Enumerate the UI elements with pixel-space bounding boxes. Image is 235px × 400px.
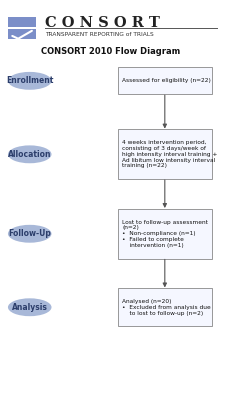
FancyBboxPatch shape — [118, 288, 212, 326]
Text: 4 weeks intervention period,
consisting of 3 days/week of
high intensity interva: 4 weeks intervention period, consisting … — [122, 140, 218, 168]
Text: Analysis: Analysis — [12, 303, 48, 312]
Text: Analysed (n=20)
•  Excluded from analysis due
    to lost to follow-up (n=2): Analysed (n=20) • Excluded from analysis… — [122, 299, 211, 316]
FancyBboxPatch shape — [8, 29, 36, 39]
Text: Lost to follow-up assessment
(n=2)
•  Non-compliance (n=1)
•  Failed to complete: Lost to follow-up assessment (n=2) • Non… — [122, 220, 208, 248]
Ellipse shape — [8, 145, 51, 163]
Text: Assessed for eligibility (n=22): Assessed for eligibility (n=22) — [122, 78, 211, 83]
FancyBboxPatch shape — [118, 67, 212, 94]
Text: Allocation: Allocation — [8, 150, 51, 159]
Ellipse shape — [8, 225, 51, 243]
Text: C O N S O R T: C O N S O R T — [45, 16, 160, 30]
Text: Enrollment: Enrollment — [6, 76, 53, 85]
FancyBboxPatch shape — [8, 17, 36, 27]
Text: CONSORT 2010 Flow Diagram: CONSORT 2010 Flow Diagram — [41, 46, 180, 56]
FancyBboxPatch shape — [118, 130, 212, 179]
Ellipse shape — [8, 298, 51, 316]
FancyBboxPatch shape — [118, 209, 212, 258]
Text: Follow-Up: Follow-Up — [8, 229, 51, 238]
Text: TRANSPARENT REPORTING of TRIALS: TRANSPARENT REPORTING of TRIALS — [45, 32, 154, 37]
Ellipse shape — [8, 72, 51, 90]
